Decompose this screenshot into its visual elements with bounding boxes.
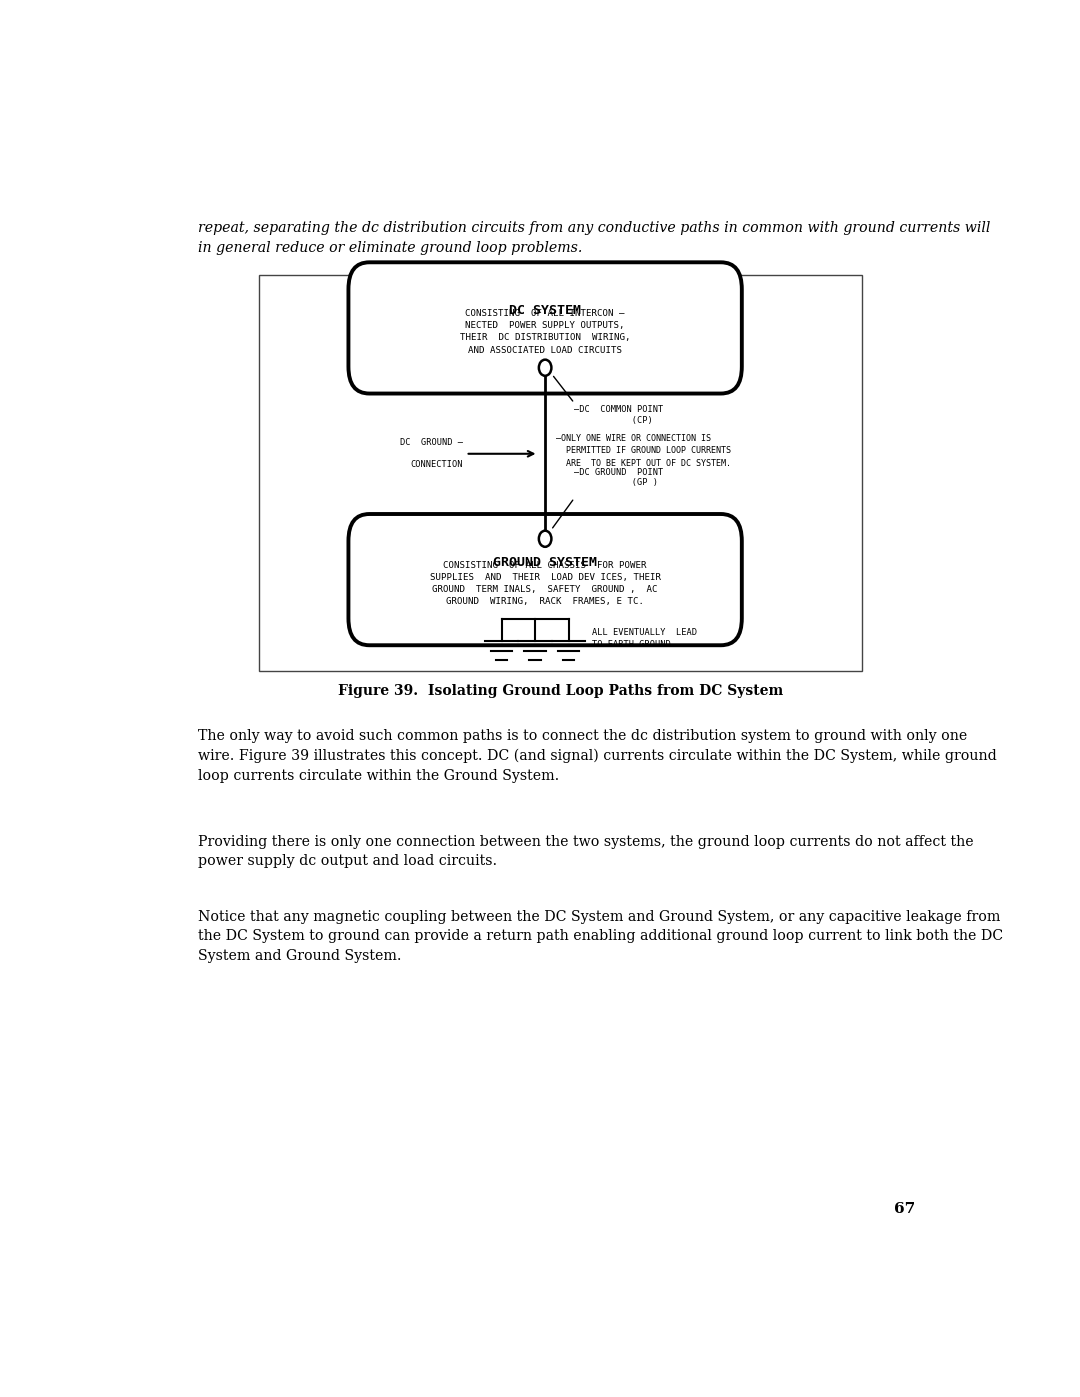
Text: GROUND SYSTEM: GROUND SYSTEM xyxy=(494,556,597,569)
Text: 67: 67 xyxy=(894,1203,916,1217)
Text: —ONLY ONE WIRE OR CONNECTION IS
  PERMITTED IF GROUND LOOP CURRENTS
  ARE  TO BE: —ONLY ONE WIRE OR CONNECTION IS PERMITTE… xyxy=(556,433,731,468)
Text: DC SYSTEM: DC SYSTEM xyxy=(509,305,581,317)
Text: Notice that any magnetic coupling between the DC System and Ground System, or an: Notice that any magnetic coupling betwee… xyxy=(198,909,1003,963)
Text: —DC  COMMON POINT
           (CP): —DC COMMON POINT (CP) xyxy=(575,405,664,425)
Text: DC  GROUND —: DC GROUND — xyxy=(400,439,463,447)
Bar xyxy=(259,275,862,671)
Text: Providing there is only one connection between the two systems, the ground loop : Providing there is only one connection b… xyxy=(198,834,973,868)
Text: CONNECTION: CONNECTION xyxy=(410,460,463,469)
FancyBboxPatch shape xyxy=(349,263,742,394)
Text: —DC GROUND  POINT
           (GP ): —DC GROUND POINT (GP ) xyxy=(575,468,664,488)
Circle shape xyxy=(539,531,552,546)
FancyBboxPatch shape xyxy=(349,514,742,645)
Text: ALL EVENTUALLY  LEAD
TO EARTH GROUND.: ALL EVENTUALLY LEAD TO EARTH GROUND. xyxy=(592,629,697,650)
Text: The only way to avoid such common paths is to connect the dc distribution system: The only way to avoid such common paths … xyxy=(198,729,997,782)
Text: CONSISTING  OF ALL CHASSIS  FOR POWER
SUPPLIES  AND  THEIR  LOAD DEV ICES, THEIR: CONSISTING OF ALL CHASSIS FOR POWER SUPP… xyxy=(430,560,661,606)
Circle shape xyxy=(539,359,552,376)
Text: repeat, separating the dc distribution circuits from any conductive paths in com: repeat, separating the dc distribution c… xyxy=(198,222,990,254)
Text: Figure 39.  Isolating Ground Loop Paths from DC System: Figure 39. Isolating Ground Loop Paths f… xyxy=(338,685,783,698)
Text: CONSISTING  OF ALL INTERCON —
NECTED  POWER SUPPLY OUTPUTS,
THEIR  DC DISTRIBUTI: CONSISTING OF ALL INTERCON — NECTED POWE… xyxy=(460,309,631,355)
